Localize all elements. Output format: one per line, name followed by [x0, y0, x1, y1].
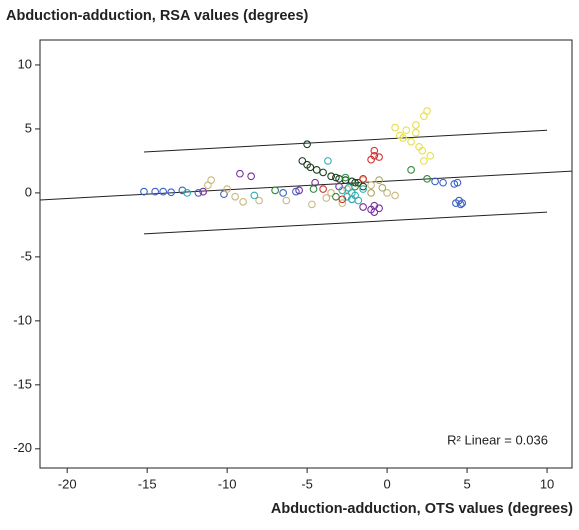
point	[391, 191, 399, 200]
point	[236, 169, 244, 178]
x-tick-label: 10	[540, 476, 554, 491]
point	[367, 155, 375, 164]
point	[420, 157, 428, 165]
point	[378, 183, 387, 192]
point	[250, 191, 259, 200]
point	[183, 189, 192, 197]
y-tick-label: -20	[13, 440, 32, 455]
point	[322, 194, 331, 202]
point	[375, 153, 383, 161]
point	[343, 185, 351, 193]
point	[359, 174, 367, 183]
point	[341, 173, 350, 182]
y-tick-label: -15	[13, 376, 32, 391]
x-tick-label: -15	[138, 476, 157, 491]
point	[354, 196, 363, 205]
x-tick-label: -5	[301, 476, 313, 491]
point	[370, 146, 379, 155]
point	[426, 151, 435, 160]
point	[204, 181, 212, 190]
point	[367, 189, 375, 197]
point	[423, 174, 431, 183]
point	[402, 126, 411, 135]
point	[332, 173, 340, 182]
point	[223, 185, 231, 193]
chart-title: Abduction-adduction, RSA values (degrees…	[6, 8, 309, 24]
point	[407, 166, 415, 174]
point	[312, 166, 321, 174]
x-tick-label: -20	[58, 476, 77, 491]
point	[199, 187, 208, 196]
point	[452, 199, 460, 207]
point	[319, 185, 327, 193]
point	[247, 172, 255, 181]
point	[412, 128, 420, 137]
x-tick-label: 5	[463, 476, 470, 491]
y-tick-label: 10	[18, 56, 32, 71]
point	[338, 195, 347, 204]
point	[332, 192, 340, 201]
point	[399, 134, 407, 142]
point	[375, 204, 383, 213]
y-tick-label: -5	[20, 248, 32, 263]
point	[375, 176, 383, 184]
x-tick-label: -10	[218, 476, 237, 491]
point	[271, 186, 279, 195]
point	[391, 123, 399, 132]
point	[407, 137, 415, 146]
point	[412, 121, 420, 129]
y-tick-label: 0	[25, 184, 32, 199]
point	[194, 189, 203, 197]
point	[359, 182, 367, 191]
point	[418, 146, 427, 155]
point	[370, 208, 379, 216]
point	[319, 168, 327, 177]
fit-line	[143, 211, 548, 235]
point	[306, 163, 315, 172]
x-tick-label: 0	[383, 476, 390, 491]
point	[324, 157, 332, 165]
point	[295, 186, 303, 195]
point	[431, 177, 439, 186]
point	[338, 186, 347, 195]
point	[239, 198, 247, 206]
point	[327, 189, 335, 197]
fit-line	[143, 129, 548, 153]
fit-line	[40, 170, 572, 201]
point	[159, 187, 168, 196]
point	[167, 188, 176, 197]
point	[338, 199, 347, 207]
point	[303, 140, 311, 149]
point	[279, 189, 287, 197]
point	[348, 189, 356, 197]
y-tick-label: 5	[25, 120, 32, 135]
point	[308, 200, 316, 209]
point	[255, 196, 263, 205]
point	[359, 203, 367, 211]
plot-frame	[39, 39, 573, 469]
point	[327, 172, 335, 181]
point	[351, 178, 359, 187]
point	[453, 178, 462, 187]
point	[383, 189, 391, 197]
point	[420, 112, 428, 120]
point	[298, 157, 307, 165]
point	[140, 187, 148, 196]
annotation: R² Linear = 0.036	[447, 432, 548, 447]
point	[359, 185, 367, 193]
point	[309, 185, 318, 193]
y-tick-label: -10	[13, 312, 32, 327]
point	[367, 181, 375, 190]
point	[456, 200, 465, 209]
point	[439, 178, 447, 187]
point	[282, 196, 291, 205]
point	[231, 192, 239, 201]
x-axis-label: Abduction-adduction, OTS values (degrees…	[271, 501, 573, 517]
point	[151, 187, 160, 196]
